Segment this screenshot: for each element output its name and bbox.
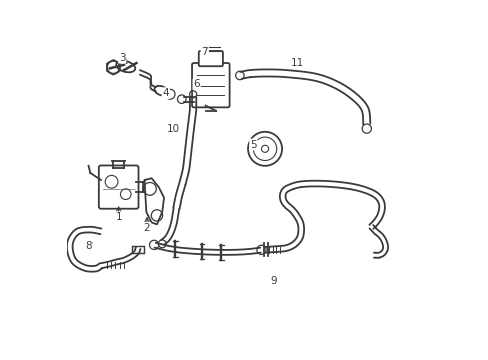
Text: 10: 10 [167,123,180,134]
Text: 6: 6 [193,79,200,89]
Text: 4: 4 [162,88,169,98]
FancyBboxPatch shape [192,63,229,107]
Text: 3: 3 [119,53,125,63]
Text: 7: 7 [201,48,208,57]
Text: 11: 11 [290,58,304,68]
Text: 9: 9 [270,276,276,286]
Text: 2: 2 [143,223,150,233]
Text: 5: 5 [249,140,256,149]
FancyBboxPatch shape [198,51,223,66]
Text: 8: 8 [85,240,92,251]
FancyBboxPatch shape [99,166,138,209]
FancyBboxPatch shape [132,246,144,253]
Text: 1: 1 [115,212,122,222]
